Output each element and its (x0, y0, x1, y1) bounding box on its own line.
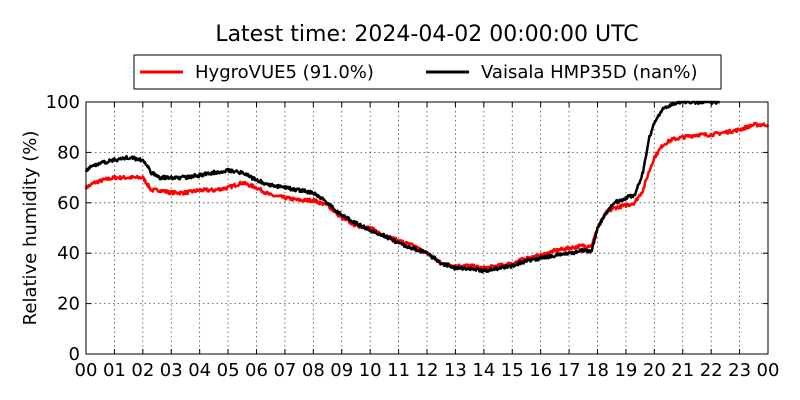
x-tick-label: 21 (671, 360, 694, 381)
x-tick-label: 03 (160, 360, 183, 381)
x-tick-label: 06 (245, 360, 268, 381)
series-line-vaisala (84, 100, 721, 274)
x-tick-label: 13 (444, 360, 467, 381)
legend-label-vaisala: Vaisala HMP35D (nan%) (481, 62, 698, 83)
y-tick-label: 20 (57, 294, 80, 315)
x-tick-label: 12 (416, 360, 439, 381)
x-tick-label: 19 (614, 360, 637, 381)
x-tick-label: 09 (330, 360, 353, 381)
legend-label-hygrovue5: HygroVUE5 (91.0%) (195, 62, 374, 83)
x-tick-label: 16 (529, 360, 552, 381)
y-tick-label: 40 (57, 243, 80, 264)
x-tick-label: 17 (558, 360, 581, 381)
x-tick-label: 05 (217, 360, 240, 381)
x-tick-label: 14 (472, 360, 495, 381)
series-line-hygrovue5 (84, 121, 770, 271)
x-tick-label: 10 (359, 360, 382, 381)
legend: HygroVUE5 (91.0%) Vaisala HMP35D (nan%) (133, 54, 722, 90)
grid (86, 102, 768, 354)
y-axis-label: Relative humidity (%) (20, 131, 41, 326)
x-tick-label: 00 (75, 360, 98, 381)
x-tick-label: 02 (131, 360, 154, 381)
x-tick-label: 00 (757, 360, 780, 381)
y-tick-label: 0 (69, 344, 80, 365)
x-tick-label: 20 (643, 360, 666, 381)
x-tick-label: 23 (728, 360, 751, 381)
y-tick-label: 100 (46, 92, 80, 113)
axis-ticks: 00 01 02 03 04 05 06 07 08 09 10 11 12 13 14 15 16 17 18 19… (46, 92, 780, 381)
x-tick-label: 07 (273, 360, 296, 381)
chart-title: Latest time: 2024-04-02 00:00:00 UTC (215, 22, 638, 47)
x-tick-label: 08 (302, 360, 325, 381)
y-tick-label: 60 (57, 193, 80, 214)
x-tick-label: 18 (586, 360, 609, 381)
x-tick-label: 11 (387, 360, 410, 381)
x-tick-label: 22 (700, 360, 723, 381)
x-tick-label: 15 (501, 360, 524, 381)
x-tick-label: 01 (103, 360, 126, 381)
y-tick-label: 80 (57, 142, 80, 163)
x-tick-label: 04 (188, 360, 211, 381)
series-layer (84, 100, 770, 274)
